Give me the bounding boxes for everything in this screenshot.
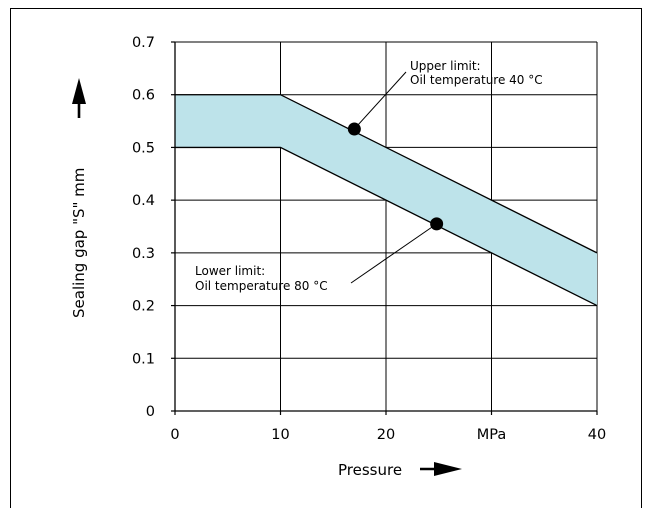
y-tick-label-1: 0.1 xyxy=(132,351,155,367)
markers xyxy=(347,122,444,231)
y-tick-labels: 0 0.1 0.2 0.3 0.4 0.5 0.6 0.7 xyxy=(132,35,155,420)
annotation-lower-line-1: Lower limit: xyxy=(195,264,265,278)
annotation-leaders xyxy=(350,71,437,284)
marker-point-1 xyxy=(430,217,444,231)
x-axis-arrow-icon xyxy=(420,462,462,476)
y-tick-label-5: 0.5 xyxy=(132,140,155,156)
y-tick-label-6: 0.6 xyxy=(132,88,155,104)
annotation-upper-line-1: Upper limit: xyxy=(410,59,481,73)
x-tick-label-4: 40 xyxy=(588,427,606,443)
annotation-upper-line-2: Oil temperature 40 °C xyxy=(410,73,543,87)
y-tick-label-3: 0.3 xyxy=(132,246,155,262)
y-tick-label-2: 0.2 xyxy=(132,299,155,315)
y-tick-label-7: 0.7 xyxy=(132,35,155,51)
x-tick-label-3: MPa xyxy=(477,427,507,443)
x-tick-label-2: 20 xyxy=(377,427,395,443)
y-tick-label-0: 0 xyxy=(146,404,155,420)
x-axis-label: Pressure xyxy=(338,461,402,479)
y-axis-arrow-icon xyxy=(72,78,86,118)
y-tick-label-4: 0.4 xyxy=(132,193,155,209)
annotation-lower-line-2: Oil temperature 80 °C xyxy=(195,279,328,293)
y-axis-label: Sealing gap "S" mm xyxy=(70,168,88,318)
x-tick-labels: 0 10 20 MPa 40 xyxy=(170,427,606,443)
ticks xyxy=(171,41,598,415)
lower-limit-line xyxy=(175,146,598,307)
marker-point-0 xyxy=(347,122,361,136)
x-tick-label-1: 10 xyxy=(271,427,289,443)
chart-frame xyxy=(10,8,642,508)
upper-annotation-leader xyxy=(353,71,407,130)
lower-annotation-leader xyxy=(350,223,437,284)
x-tick-label-0: 0 xyxy=(170,427,179,443)
upper-limit-line xyxy=(175,94,598,254)
